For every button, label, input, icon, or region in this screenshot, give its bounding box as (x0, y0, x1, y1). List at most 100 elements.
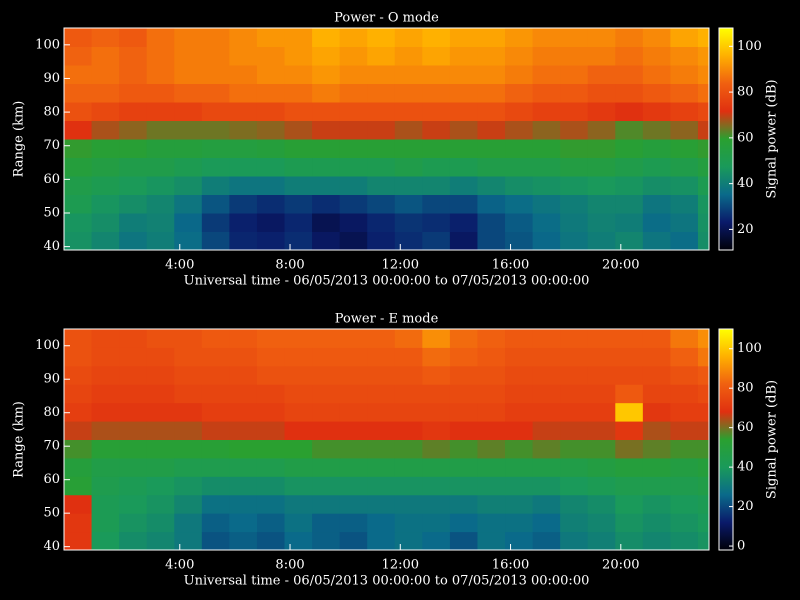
heat-cell (256, 102, 286, 121)
heat-cell (119, 365, 148, 385)
heat-cell (174, 402, 203, 422)
chart-title: Power - E mode (335, 312, 439, 327)
heat-cell (587, 476, 616, 496)
heat-cell (615, 120, 644, 140)
colorbar-tick-label: 80 (737, 381, 754, 396)
heat-cell (174, 139, 203, 158)
heat-cell (339, 384, 368, 404)
heat-cell (146, 28, 175, 47)
heat-cell (587, 513, 616, 533)
heat-cell (615, 347, 644, 367)
heat-cell (64, 231, 93, 250)
heat-cell (394, 457, 423, 477)
heat-cell (697, 347, 709, 367)
heat-cell (146, 176, 175, 195)
heat-cell (505, 421, 534, 440)
heat-cell (587, 531, 616, 550)
heat-cell (146, 213, 175, 232)
heat-cell (367, 65, 396, 84)
heat-cell (560, 120, 589, 140)
heat-cell (229, 402, 258, 422)
heat-cell (615, 365, 644, 385)
heat-cell (312, 46, 341, 66)
heat-cell (256, 157, 286, 177)
heat-cell (422, 139, 451, 158)
heat-cell (174, 421, 203, 440)
heat-cell (174, 347, 203, 367)
heat-cell (505, 157, 534, 177)
heat-cell (587, 347, 616, 367)
heat-cell (201, 139, 230, 158)
heat-cell (367, 494, 396, 514)
heat-cell (367, 457, 396, 477)
heat-cell (339, 531, 368, 550)
heat-cell (284, 531, 313, 550)
heat-cell (256, 231, 286, 250)
heat-cell (642, 476, 671, 496)
heat-cell (312, 421, 341, 440)
heat-cell (284, 402, 313, 422)
heat-cell (256, 494, 286, 514)
heat-cell (339, 102, 368, 121)
heat-cell (284, 494, 313, 514)
heat-cell (532, 231, 561, 250)
heat-cell (174, 102, 203, 121)
heat-cell (229, 384, 258, 404)
heat-cell (532, 421, 561, 440)
heat-cell (477, 102, 506, 121)
plot-frame (63, 27, 710, 251)
heat-cell (642, 384, 671, 404)
heat-cell (394, 213, 423, 232)
colorbar-label: Signal power (dB) (765, 380, 780, 499)
heat-cell (312, 28, 341, 47)
heat-cell (367, 329, 396, 348)
heat-cell (394, 102, 423, 121)
heat-cell (119, 65, 148, 84)
heat-cell (422, 513, 451, 533)
heat-cell (256, 421, 286, 440)
heat-cell (312, 494, 341, 514)
heat-cell (339, 83, 368, 103)
heat-cell (174, 83, 203, 103)
heat-cell (505, 120, 534, 140)
heat-cell (477, 365, 506, 385)
colorbar-tick-label: 100 (737, 341, 762, 356)
heat-cell (642, 513, 671, 533)
heat-cell (505, 65, 534, 84)
heat-cell (201, 421, 230, 440)
heat-cell (229, 83, 258, 103)
heat-cell (449, 439, 478, 459)
heat-cell (449, 231, 478, 250)
heat-cell (146, 439, 175, 459)
heat-cell (449, 120, 478, 140)
heat-cell (201, 329, 230, 348)
heat-cell (367, 28, 396, 47)
heat-cell (201, 384, 230, 404)
y-tick-label: 60 (43, 172, 60, 187)
heat-cell (174, 513, 203, 533)
heat-cell (339, 421, 368, 440)
heat-cell (697, 494, 709, 514)
heat-cell (587, 46, 616, 66)
heat-cell (312, 213, 341, 232)
heat-cell (477, 176, 506, 195)
heat-cell (670, 213, 699, 232)
heat-cell (284, 513, 313, 533)
heat-cell (339, 231, 368, 250)
heat-cell (670, 28, 699, 47)
heat-cell (284, 231, 313, 250)
heat-cell (642, 139, 671, 158)
heat-cell (367, 439, 396, 459)
heat-cell (91, 439, 120, 459)
heat-cell (560, 28, 589, 47)
heat-cell (697, 402, 709, 422)
heat-cell (64, 329, 93, 348)
heat-cell (174, 494, 203, 514)
heat-cell (532, 139, 561, 158)
heat-cell (201, 457, 230, 477)
heat-cell (394, 46, 423, 66)
heat-cell (284, 439, 313, 459)
heat-cell (201, 28, 230, 47)
colorbar-tick-label: 0 (737, 539, 745, 554)
heat-cell (256, 120, 286, 140)
